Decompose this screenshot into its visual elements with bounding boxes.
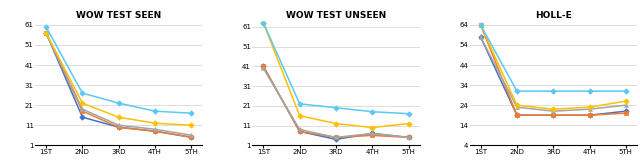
CET2: [477, 24, 484, 26]
SLKS: [151, 130, 159, 132]
KnowledGPT: [513, 104, 521, 106]
SLKS: [259, 65, 267, 67]
DiffKS: [259, 67, 267, 69]
Line: PostKS: PostKS: [261, 64, 411, 141]
Line: DiffKS: DiffKS: [479, 35, 628, 113]
Line: KnowledGPT: KnowledGPT: [261, 21, 411, 129]
SLKS: [549, 114, 557, 116]
DiffKS: [79, 108, 86, 110]
DiffKS: [477, 36, 484, 38]
DiffKS: [115, 124, 123, 126]
KnowledGPT: [477, 24, 484, 26]
SLKS: [79, 110, 86, 112]
PostKS: [42, 32, 50, 34]
SLKS: [296, 130, 303, 132]
PostKS: [332, 138, 340, 140]
PostKS: [622, 110, 630, 112]
Line: PostKS: PostKS: [479, 35, 628, 117]
Line: PostKS: PostKS: [44, 31, 193, 139]
Title: WOW TEST SEEN: WOW TEST SEEN: [76, 11, 161, 20]
Line: CET2: CET2: [261, 21, 411, 116]
DiffKS: [549, 110, 557, 112]
CET2: [622, 90, 630, 92]
PostKS: [477, 36, 484, 38]
KnowledGPT: [586, 106, 593, 108]
CET2: [549, 90, 557, 92]
PostKS: [188, 136, 195, 138]
Line: CET2: CET2: [479, 23, 628, 93]
CET2: [405, 113, 413, 115]
DiffKS: [513, 106, 521, 108]
KnowledGPT: [296, 115, 303, 117]
CET2: [79, 92, 86, 94]
SLKS: [42, 32, 50, 34]
CET2: [188, 112, 195, 114]
DiffKS: [188, 134, 195, 136]
SLKS: [188, 136, 195, 138]
SLKS: [586, 114, 593, 116]
DiffKS: [369, 132, 376, 134]
PostKS: [369, 132, 376, 134]
CET2: [586, 90, 593, 92]
KnowledGPT: [188, 124, 195, 126]
DiffKS: [622, 104, 630, 106]
Line: CET2: CET2: [44, 25, 193, 115]
SLKS: [477, 24, 484, 26]
CET2: [513, 90, 521, 92]
SLKS: [369, 134, 376, 136]
KnowledGPT: [622, 100, 630, 102]
CET2: [296, 103, 303, 105]
SLKS: [332, 136, 340, 138]
CET2: [369, 111, 376, 113]
Line: DiffKS: DiffKS: [44, 31, 193, 137]
Title: WOW TEST UNSEEN: WOW TEST UNSEEN: [286, 11, 386, 20]
PostKS: [549, 114, 557, 116]
CET2: [151, 110, 159, 112]
KnowledGPT: [259, 22, 267, 24]
Line: SLKS: SLKS: [479, 23, 628, 117]
SLKS: [115, 126, 123, 128]
CET2: [259, 22, 267, 24]
KnowledGPT: [369, 127, 376, 129]
Title: HOLL-E: HOLL-E: [535, 11, 572, 20]
DiffKS: [151, 128, 159, 130]
KnowledGPT: [151, 122, 159, 124]
DiffKS: [332, 136, 340, 138]
DiffKS: [296, 128, 303, 130]
Line: SLKS: SLKS: [261, 64, 411, 139]
KnowledGPT: [549, 108, 557, 110]
PostKS: [405, 136, 413, 138]
PostKS: [259, 65, 267, 67]
DiffKS: [42, 32, 50, 34]
PostKS: [79, 116, 86, 118]
PostKS: [586, 114, 593, 116]
PostKS: [115, 126, 123, 128]
Line: SLKS: SLKS: [44, 31, 193, 139]
CET2: [115, 102, 123, 104]
SLKS: [513, 114, 521, 116]
Line: DiffKS: DiffKS: [261, 66, 411, 139]
SLKS: [622, 112, 630, 114]
PostKS: [513, 114, 521, 116]
CET2: [332, 107, 340, 109]
DiffKS: [405, 136, 413, 138]
KnowledGPT: [332, 123, 340, 125]
CET2: [42, 26, 50, 28]
KnowledGPT: [115, 116, 123, 118]
KnowledGPT: [79, 102, 86, 104]
Line: KnowledGPT: KnowledGPT: [44, 31, 193, 127]
KnowledGPT: [405, 123, 413, 125]
PostKS: [151, 130, 159, 132]
SLKS: [405, 136, 413, 138]
DiffKS: [586, 108, 593, 110]
Line: KnowledGPT: KnowledGPT: [479, 23, 628, 111]
PostKS: [296, 130, 303, 132]
KnowledGPT: [42, 32, 50, 34]
